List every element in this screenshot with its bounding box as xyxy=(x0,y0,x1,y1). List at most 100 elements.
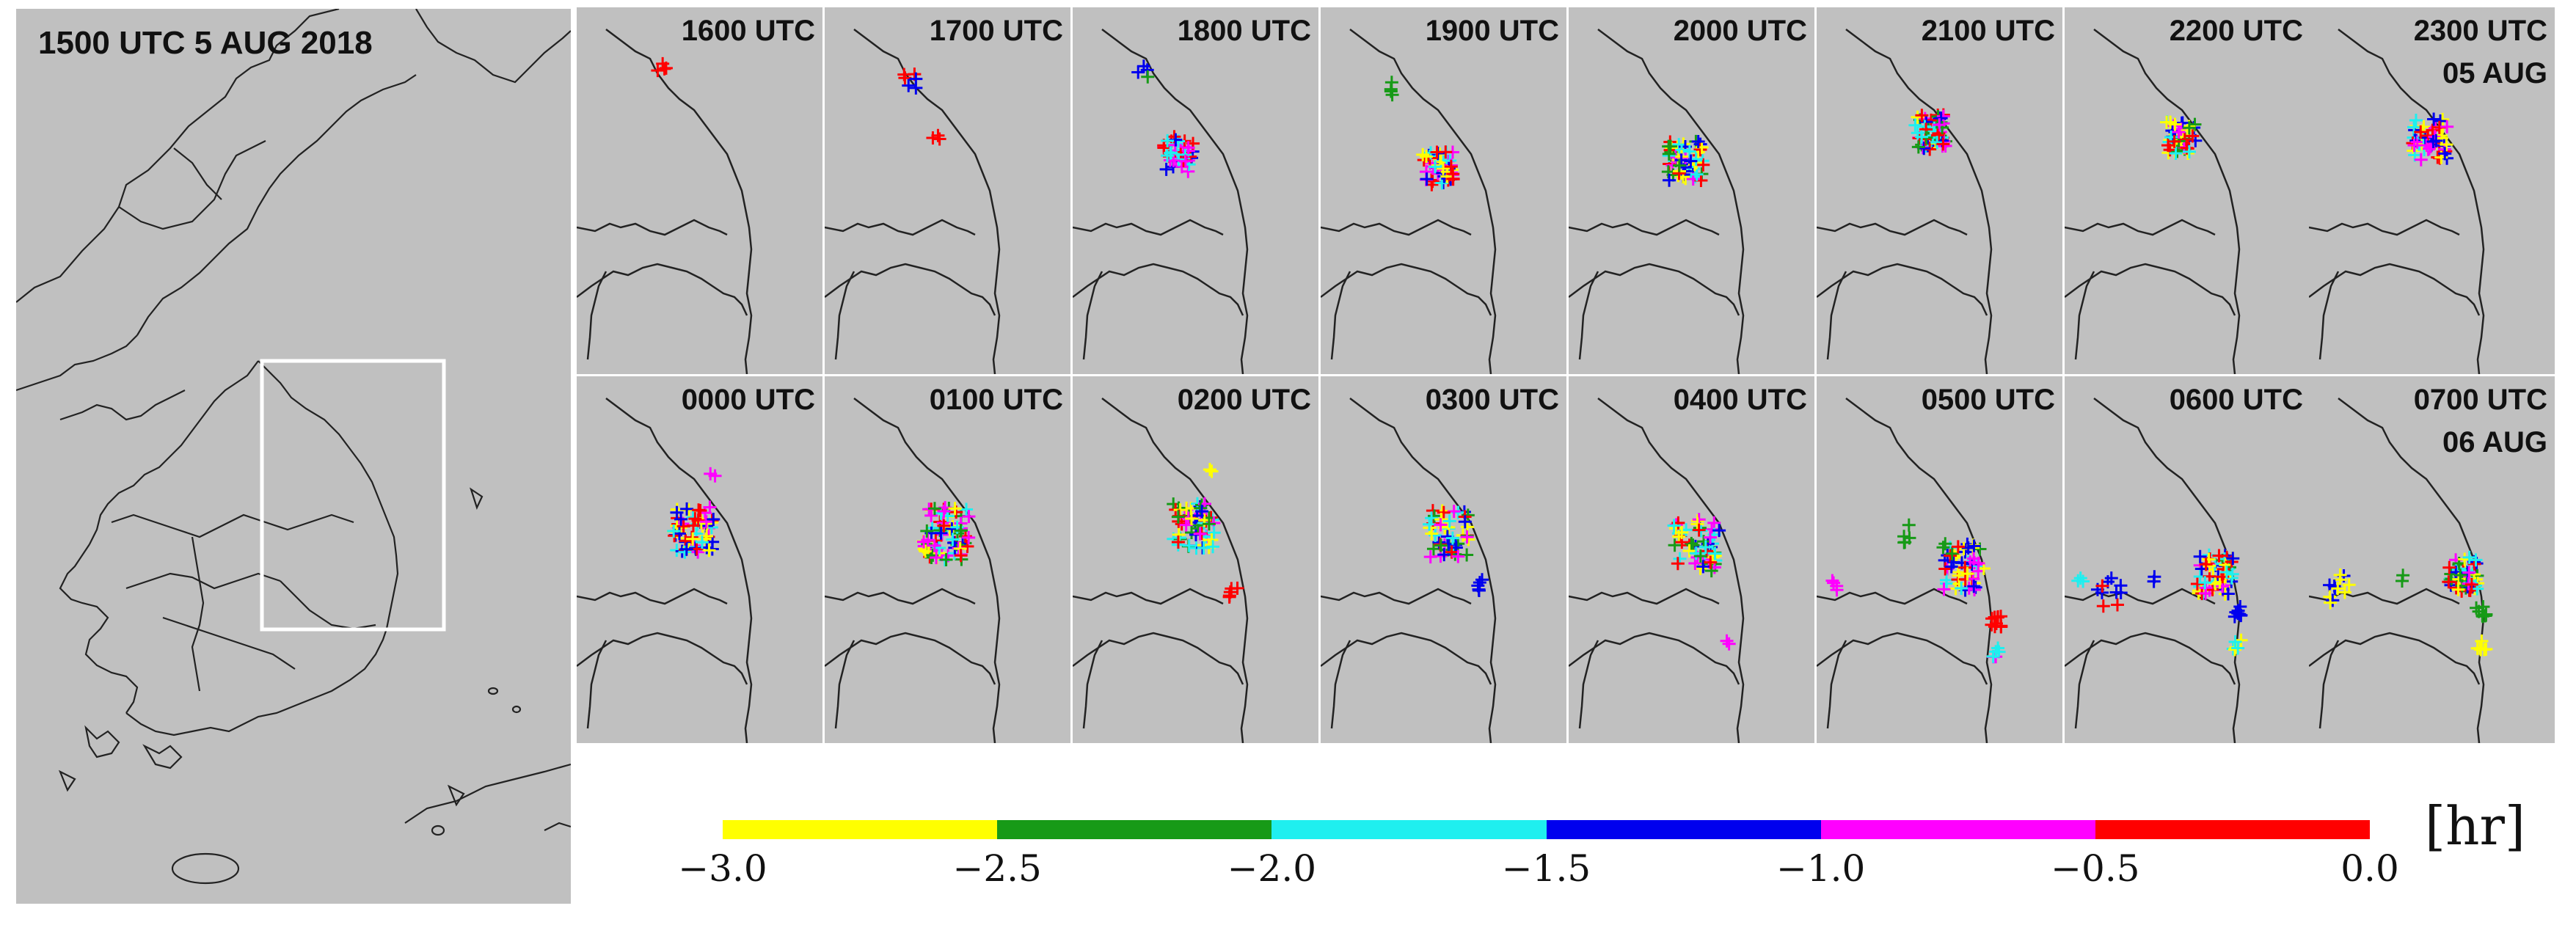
lightning-marker xyxy=(678,545,692,559)
lightning-marker xyxy=(2199,557,2213,571)
province-border xyxy=(586,271,607,360)
lightning-marker xyxy=(2073,571,2087,585)
panel-background xyxy=(577,376,822,743)
lightning-marker xyxy=(667,524,681,538)
lightning-marker xyxy=(2190,577,2204,591)
panel-background xyxy=(825,7,1070,374)
panel-background xyxy=(577,7,822,374)
lightning-marker xyxy=(909,72,923,86)
lightning-marker xyxy=(1206,540,1220,554)
lightning-marker xyxy=(2342,578,2356,592)
coastline xyxy=(1597,398,1745,744)
lightning-marker xyxy=(2414,153,2428,167)
lightning-marker xyxy=(916,535,930,549)
lightning-marker xyxy=(2175,116,2189,130)
lightning-marker xyxy=(1437,161,1451,175)
lightning-marker xyxy=(962,510,976,524)
lightning-marker xyxy=(2470,641,2484,655)
lightning-marker xyxy=(707,512,720,526)
time-panel: 0100 UTC xyxy=(824,376,1070,744)
lightning-marker xyxy=(2182,121,2196,135)
lightning-marker xyxy=(2462,550,2476,564)
lightning-marker xyxy=(1915,109,1929,123)
province-border xyxy=(2074,640,2095,729)
lightning-marker xyxy=(1141,70,1155,84)
lightning-marker xyxy=(2226,552,2240,566)
panel-background xyxy=(1073,7,1318,374)
province-border xyxy=(834,640,855,729)
panel-map xyxy=(1816,7,2062,375)
lightning-marker xyxy=(1930,136,1944,150)
lightning-marker xyxy=(1423,550,1437,564)
coastline xyxy=(2093,29,2241,375)
lightning-marker xyxy=(1911,140,1925,154)
panel-map xyxy=(2308,376,2555,744)
lightning-marker xyxy=(1434,538,1448,552)
panel-time-label: 0600 UTC xyxy=(2169,384,2303,416)
province-border xyxy=(1568,219,1720,236)
lightning-marker xyxy=(1708,546,1722,560)
overview-background xyxy=(16,9,571,904)
lightning-marker xyxy=(1693,142,1707,156)
lightning-marker xyxy=(1940,577,1954,591)
lightning-marker xyxy=(2168,117,2182,131)
lightning-marker xyxy=(1908,118,1922,132)
lightning-marker xyxy=(1194,501,1208,515)
province-border xyxy=(1330,271,1351,360)
lightning-marker xyxy=(1384,84,1398,98)
lightning-marker xyxy=(2228,635,2242,648)
lightning-marker xyxy=(2331,582,2345,596)
panel-time-label: 2000 UTC xyxy=(1673,15,1807,47)
lightning-marker xyxy=(657,62,671,76)
lightning-marker xyxy=(2167,134,2181,148)
panel-map xyxy=(2064,376,2310,744)
lightning-marker xyxy=(1967,580,1981,593)
panel-map xyxy=(824,7,1070,375)
lightning-marker xyxy=(934,526,948,540)
province-border xyxy=(2308,588,2460,605)
overview-title: 1500 UTC 5 AUG 2018 xyxy=(38,25,373,61)
province-border xyxy=(824,219,976,236)
lightning-marker xyxy=(2396,568,2410,582)
province-border xyxy=(1072,632,1244,685)
lightning-marker xyxy=(680,502,694,516)
lightning-marker xyxy=(1960,567,1974,581)
coastline xyxy=(853,398,1001,744)
lightning-marker xyxy=(1951,540,1965,554)
colorbar-segment xyxy=(1820,820,2095,839)
lightning-marker xyxy=(1451,549,1465,563)
lightning-marker xyxy=(2422,142,2436,156)
lightning-marker xyxy=(1222,590,1236,604)
colorbar-tick-label: −0.5 xyxy=(2051,847,2140,890)
lightning-marker xyxy=(1425,527,1439,541)
lightning-marker xyxy=(1202,517,1216,531)
colorbar-tick-label: −2.5 xyxy=(952,847,1042,890)
lightning-marker xyxy=(1164,146,1178,160)
panel-date-label: 05 AUG xyxy=(2442,57,2547,89)
lightning-marker xyxy=(1460,530,1474,544)
panel-background xyxy=(1321,7,1566,374)
lightning-marker xyxy=(924,508,938,522)
lightning-marker xyxy=(2442,560,2456,574)
panel-map xyxy=(1320,7,1566,375)
lightning-marker xyxy=(708,469,722,483)
lightning-marker xyxy=(1420,150,1434,164)
lightning-marker xyxy=(2231,641,2245,655)
lightning-marker xyxy=(692,503,706,517)
lightning-marker xyxy=(1667,519,1681,533)
colorbar xyxy=(723,820,2371,839)
lightning-marker xyxy=(2434,131,2448,145)
lightning-marker xyxy=(1205,533,1219,546)
panel-grid: 1600 UTC 1700 UTC 1800 UTC 1900 UTC 2000 UTC… xyxy=(576,7,2565,745)
coastline xyxy=(605,398,753,744)
lightning-marker xyxy=(2219,566,2233,580)
lightning-marker xyxy=(1160,149,1174,163)
lightning-marker xyxy=(2409,114,2423,128)
colorbar-tick-label: −2.0 xyxy=(1227,847,1317,890)
lightning-marker xyxy=(1131,65,1145,79)
lightning-marker xyxy=(1173,503,1187,517)
province-border xyxy=(2308,219,2460,236)
lightning-marker xyxy=(948,502,962,516)
zoom-region-box xyxy=(260,359,446,632)
panel-map xyxy=(1568,376,1814,744)
